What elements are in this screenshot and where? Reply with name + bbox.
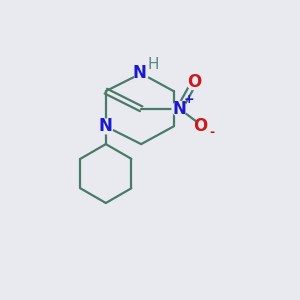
Circle shape	[187, 75, 202, 90]
Text: H: H	[148, 57, 159, 72]
Text: -: -	[210, 126, 215, 140]
Text: N: N	[172, 100, 186, 118]
Circle shape	[98, 119, 113, 134]
Text: N: N	[133, 64, 147, 82]
Circle shape	[172, 101, 187, 116]
Text: O: O	[193, 117, 207, 135]
Text: O: O	[187, 73, 201, 91]
Circle shape	[196, 119, 210, 134]
Circle shape	[134, 66, 148, 81]
Text: N: N	[99, 117, 113, 135]
Text: +: +	[184, 93, 194, 106]
